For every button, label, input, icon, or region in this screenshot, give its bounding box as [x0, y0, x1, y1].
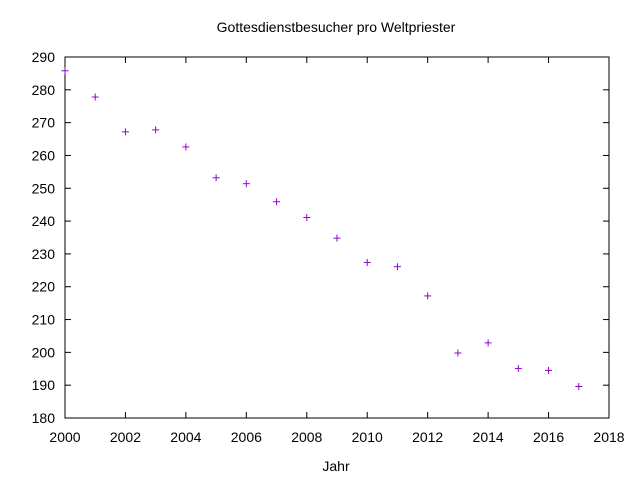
data-point: [484, 339, 492, 347]
x-tick-label: 2014: [473, 429, 504, 445]
x-tick-label: 2010: [352, 429, 383, 445]
x-tick-label: 2008: [291, 429, 322, 445]
data-point: [454, 349, 462, 357]
y-tick-label: 260: [32, 147, 56, 163]
y-tick-label: 210: [32, 312, 56, 328]
y-tick-label: 280: [32, 82, 56, 98]
chart-title: Gottesdienstbesucher pro Weltpriester: [217, 19, 456, 35]
plot-frame: [64, 56, 610, 419]
data-point: [152, 126, 160, 134]
x-tick-label: 2006: [231, 429, 262, 445]
data-point: [424, 292, 432, 300]
data-point: [393, 263, 401, 271]
x-tick-label: 2004: [170, 429, 201, 445]
x-axis-label: Jahr: [322, 458, 350, 474]
data-point: [91, 93, 99, 101]
data-point: [545, 366, 553, 374]
y-tick-label: 270: [32, 115, 56, 131]
y-tick-label: 290: [32, 49, 56, 65]
y-tick-label: 190: [32, 377, 56, 393]
data-point: [363, 258, 371, 266]
x-tick-label: 2012: [412, 429, 443, 445]
y-tick-label: 250: [32, 180, 56, 196]
x-tick-label: 2002: [110, 429, 141, 445]
y-tick-label: 220: [32, 279, 56, 295]
x-tick-label: 2016: [533, 429, 564, 445]
data-point: [212, 174, 220, 182]
y-tick-label: 200: [32, 344, 56, 360]
plot-border: [64, 56, 610, 419]
y-tick-label: 240: [32, 213, 56, 229]
data-point: [575, 382, 583, 390]
data-point: [514, 364, 522, 372]
y-axis: 180 190 200 210 220 230 240 250 260 270 280 290: [32, 49, 609, 426]
data-points: [61, 67, 583, 390]
x-axis: 2000 2002 2004 2006 2008 2010 2012 2014 2016 2018: [49, 57, 625, 445]
y-tick-label: 180: [32, 410, 56, 426]
data-point: [303, 213, 311, 221]
data-point: [61, 67, 69, 75]
y-tick-label: 230: [32, 246, 56, 262]
x-tick-label: 2018: [593, 429, 624, 445]
data-point: [242, 180, 250, 188]
data-point: [333, 234, 341, 242]
data-point: [273, 198, 281, 206]
x-tick-label: 2000: [49, 429, 80, 445]
data-point: [182, 143, 190, 151]
data-point: [121, 128, 129, 136]
